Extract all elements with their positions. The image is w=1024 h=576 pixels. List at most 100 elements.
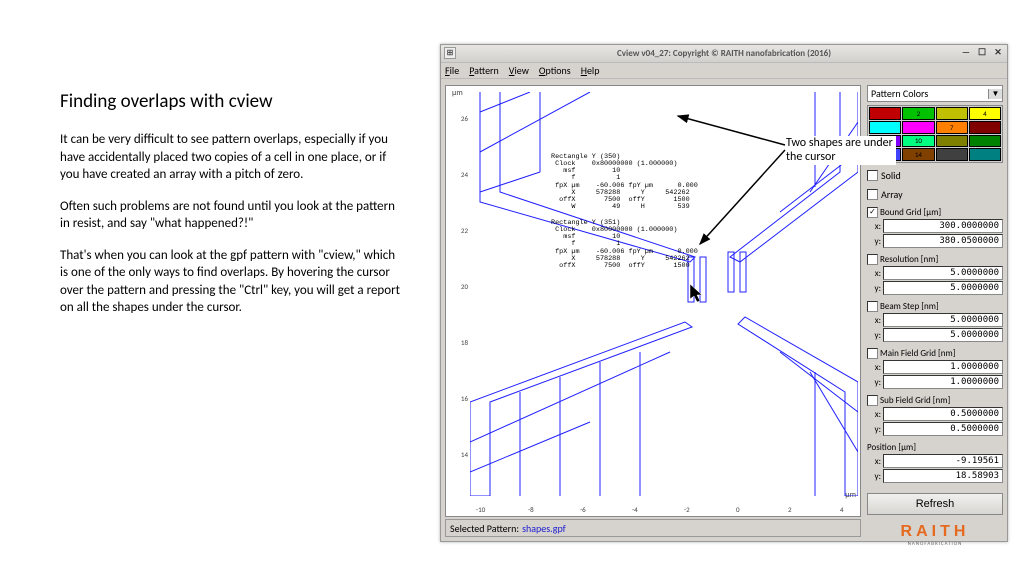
xy-input[interactable] (883, 313, 1003, 327)
app-icon: ⊞ (444, 47, 456, 59)
group-title: Beam Step [nm] (880, 301, 939, 312)
solid-label: Solid (881, 169, 901, 182)
palette-swatch[interactable] (969, 148, 1001, 161)
xy-label: x: (867, 315, 881, 326)
xy-input[interactable] (883, 328, 1003, 342)
xy-label: x: (867, 456, 881, 467)
palette-swatch[interactable] (902, 121, 934, 134)
xtick: 4 (840, 505, 844, 514)
xy-label: y: (867, 471, 881, 482)
close-button[interactable]: ✕ (991, 46, 1005, 60)
logo-text: RAITH (867, 523, 1003, 541)
paragraph-1: It can be very difficult to see pattern … (60, 131, 400, 184)
xy-label: y: (867, 424, 881, 435)
ytick: 20 (448, 282, 468, 291)
xy-input[interactable] (883, 375, 1003, 389)
xy-input[interactable] (883, 266, 1003, 280)
statusbar: Selected Pattern: shapes.gpf (445, 519, 861, 537)
group-checkbox[interactable] (867, 348, 878, 359)
callout-text: Two shapes are under the cursor (786, 136, 896, 165)
cursor-icon (690, 284, 706, 304)
xy-input[interactable] (883, 234, 1003, 248)
shape-report-1: Rectangle Y (350) Clock 0x80000000 (1.00… (551, 154, 698, 211)
xtick: -10 (476, 505, 485, 514)
minimize-button[interactable]: — (959, 46, 973, 60)
xy-label: x: (867, 362, 881, 373)
ytick: 16 (448, 394, 468, 403)
palette-swatch[interactable] (936, 135, 968, 148)
xy-label: x: (867, 409, 881, 420)
refresh-button[interactable]: Refresh (867, 493, 1003, 515)
xy-input[interactable] (883, 454, 1003, 468)
group-checkbox[interactable] (867, 301, 878, 312)
ytick: 24 (448, 170, 468, 179)
xy-label: x: (867, 221, 881, 232)
group-title: Main Field Grid [nm] (880, 348, 955, 359)
xy-label: y: (867, 283, 881, 294)
xy-input[interactable] (883, 219, 1003, 233)
palette-swatch[interactable]: 7 (936, 121, 968, 134)
xtick: -6 (580, 505, 586, 514)
ytick: 14 (448, 450, 468, 459)
xtick: -8 (528, 505, 534, 514)
menu-view[interactable]: View (509, 64, 529, 77)
group-title: Position [µm] (867, 442, 916, 453)
group-checkbox[interactable]: ✓ (867, 207, 878, 218)
palette-swatch[interactable] (869, 121, 901, 134)
dropdown-label: Pattern Colors (871, 87, 928, 100)
palette-swatch[interactable] (936, 107, 968, 120)
ytick: 26 (448, 114, 468, 123)
xy-input[interactable] (883, 360, 1003, 374)
palette-swatch[interactable] (936, 148, 968, 161)
xtick: -2 (684, 505, 690, 514)
group-checkbox[interactable] (867, 254, 878, 265)
ytick: 18 (448, 338, 468, 347)
palette-swatch[interactable]: 4 (969, 107, 1001, 120)
group-title: Resolution [nm] (880, 254, 938, 265)
xy-label: x: (867, 268, 881, 279)
group-checkbox[interactable] (867, 395, 878, 406)
menu-pattern[interactable]: Pattern (469, 64, 499, 77)
palette-swatch[interactable]: 14 (902, 148, 934, 161)
shape-report-2: Rectangle Y (351) Clock 0x80000000 (1.00… (551, 220, 698, 270)
menu-file[interactable]: File (445, 64, 459, 77)
paragraph-3: That's when you can look at the gpf patt… (60, 247, 400, 317)
ytick: 22 (448, 226, 468, 235)
palette-swatch[interactable] (969, 135, 1001, 148)
logo-subtext: NANOFABRICATION (867, 541, 1003, 547)
xtick: 0 (736, 505, 740, 514)
palette-swatch[interactable] (969, 121, 1001, 134)
menu-options[interactable]: Options (539, 64, 571, 77)
xtick: -4 (632, 505, 638, 514)
palette-swatch[interactable] (869, 107, 901, 120)
xy-label: y: (867, 330, 881, 341)
xy-input[interactable] (883, 407, 1003, 421)
solid-checkbox[interactable] (867, 170, 878, 181)
status-file: shapes.gpf (522, 522, 566, 535)
menu-help[interactable]: Help (581, 64, 600, 77)
palette-swatch[interactable]: 2 (902, 107, 934, 120)
y-axis-unit: µm (452, 88, 463, 98)
xtick: 2 (788, 505, 792, 514)
xy-input[interactable] (883, 469, 1003, 483)
xy-input[interactable] (883, 422, 1003, 436)
titlebar-text: Cview v04_27: Copyright © RAITH nanofabr… (617, 48, 831, 59)
array-checkbox[interactable] (867, 189, 878, 200)
group-title: Bound Grid [µm] (880, 207, 941, 218)
xy-label: y: (867, 377, 881, 388)
paragraph-2: Often such problems are not found until … (60, 198, 400, 233)
maximize-button[interactable]: ☐ (975, 46, 989, 60)
cview-window: ⊞ Cview v04_27: Copyright © RAITH nanofa… (440, 44, 1008, 542)
pattern-colors-dropdown[interactable]: Pattern Colors ▼ (867, 85, 1003, 102)
titlebar: ⊞ Cview v04_27: Copyright © RAITH nanofa… (441, 45, 1007, 63)
menubar: File Pattern View Options Help (441, 63, 1007, 79)
page-title: Finding overlaps with cview (60, 90, 400, 113)
status-label: Selected Pattern: (450, 522, 519, 535)
raith-logo: RAITH NANOFABRICATION (867, 523, 1003, 547)
chevron-down-icon: ▼ (988, 89, 1002, 99)
xy-input[interactable] (883, 281, 1003, 295)
palette-swatch[interactable]: 10 (902, 135, 934, 148)
xy-label: y: (867, 236, 881, 247)
group-title: Sub Field Grid [nm] (880, 395, 950, 406)
array-label: Array (881, 188, 903, 201)
